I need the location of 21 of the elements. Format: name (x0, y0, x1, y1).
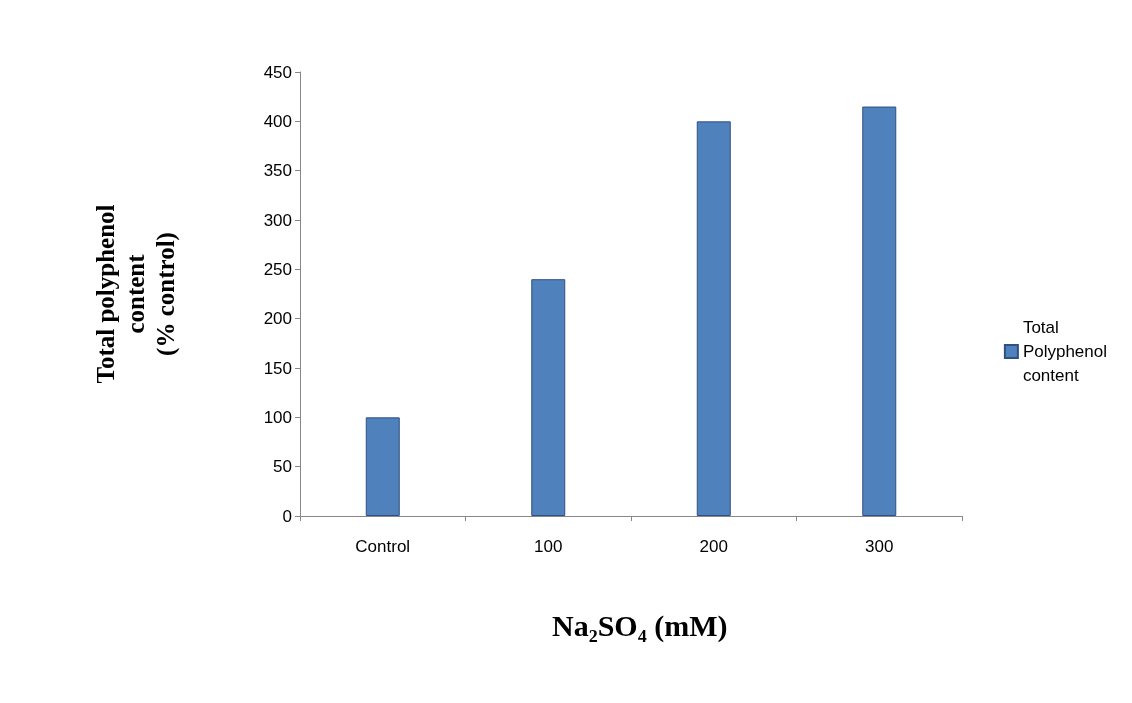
x-axis-title: Na₂SO₄ (mM) (552, 608, 728, 643)
x-tick-label: 200 (699, 537, 728, 556)
y-tick-label: 50 (273, 457, 292, 477)
y-tick-label: 250 (263, 259, 292, 279)
y-tick-label: 450 (263, 62, 292, 82)
y-tick-label: 150 (263, 358, 292, 378)
y-tick-label: 350 (263, 161, 292, 181)
y-tick-label: 0 (282, 506, 292, 526)
x-tick-label: Control (355, 537, 411, 556)
y-tick-label: 400 (263, 111, 292, 131)
y-tick-label: 300 (263, 210, 292, 230)
y-axis-title: Total polyphenol content (% control) (91, 204, 180, 384)
y-tick-label: 200 (263, 309, 292, 329)
y-tick-label: 100 (263, 407, 292, 427)
bar (531, 279, 566, 516)
legend-label: Total Polyphenol content (1022, 318, 1107, 385)
bar (696, 121, 731, 516)
x-tick-label: 100 (534, 537, 563, 556)
bar (862, 106, 897, 516)
x-tick-label: 300 (865, 537, 894, 556)
bar (365, 417, 400, 516)
